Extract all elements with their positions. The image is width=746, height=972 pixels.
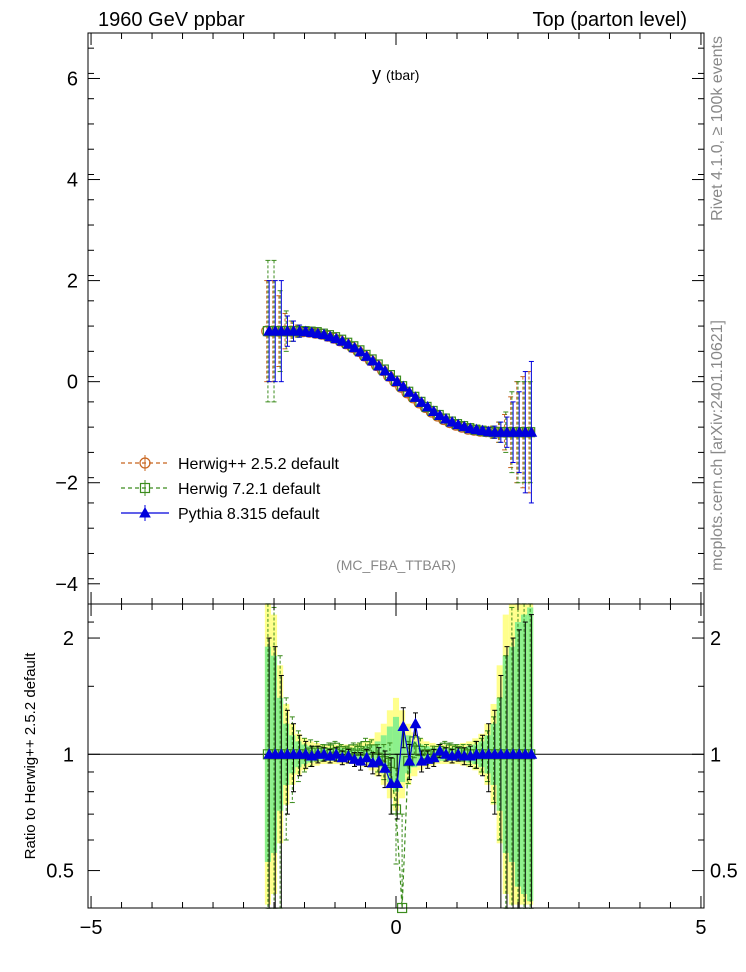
ratio-plot: −5 0 5 0.5 0.5 1 1 2 2 Ratio to Herwig++ 2.5.2 d… xyxy=(22,603,738,939)
ratio-point xyxy=(427,751,440,763)
main-y-tick-label: 0 xyxy=(67,372,78,394)
main-plot: −4 −2 0 2 4 6 y (tbar) (MC_FBA_TTBAR) Herwig+… xyxy=(55,32,705,605)
ratio-x-tick-label: 5 xyxy=(695,917,706,939)
legend-marker xyxy=(139,457,151,469)
ratio-point xyxy=(440,748,452,759)
main-series-square xyxy=(262,259,536,484)
main-y-tick-label: 2 xyxy=(67,271,78,293)
main-point xyxy=(360,350,373,361)
main-point xyxy=(409,391,422,402)
ratio-y-tick-label-right: 2 xyxy=(710,628,721,650)
header-right: Top (parton level) xyxy=(532,9,687,31)
main-point xyxy=(415,396,428,407)
legend: Herwig++ 2.5.2 default Herwig 7.2.1 defau… xyxy=(121,455,340,523)
main-point xyxy=(385,370,397,382)
ratio-series-triangle xyxy=(263,614,538,909)
main-point xyxy=(342,338,355,349)
main-point xyxy=(391,375,404,387)
ratio-y-tick-label-right: 1 xyxy=(710,744,721,766)
main-point xyxy=(458,420,471,432)
ratio-point xyxy=(299,748,312,759)
ratio-x-tick-label: 0 xyxy=(390,917,401,939)
main-point xyxy=(440,413,452,424)
legend-label: Herwig 7.2.1 default xyxy=(178,481,321,498)
analysis-tag: (MC_FBA_TTBAR) xyxy=(336,557,456,573)
ratio-point xyxy=(434,744,446,756)
main-point xyxy=(446,416,458,427)
ratio-point xyxy=(330,748,343,759)
main-point xyxy=(330,332,343,344)
ratio-y-tick-label-right: 0.5 xyxy=(710,861,738,883)
main-point xyxy=(348,341,361,353)
main-point xyxy=(421,400,434,412)
ratio-point xyxy=(318,748,330,759)
header-left: 1960 GeV ppbar xyxy=(98,9,245,31)
ratio-point xyxy=(391,777,404,789)
main-point xyxy=(318,328,330,340)
ratio-x-tick-label: −5 xyxy=(80,917,103,939)
ratio-point xyxy=(397,720,410,732)
main-point xyxy=(366,354,379,366)
ratio-point xyxy=(373,755,385,766)
ratio-point xyxy=(452,748,465,759)
main-point xyxy=(379,365,391,376)
main-title: y (tbar) xyxy=(372,64,419,84)
main-title-var: y xyxy=(372,64,381,84)
ratio-point xyxy=(342,749,355,761)
main-point xyxy=(525,426,538,437)
ratio-y-tick-label-left: 1 xyxy=(63,744,74,766)
ratio-y-tick-label-left: 2 xyxy=(63,628,74,650)
main-point xyxy=(403,386,416,397)
main-point xyxy=(336,335,349,346)
ratio-point xyxy=(403,755,416,766)
ratio-point xyxy=(360,741,371,752)
main-point xyxy=(324,330,336,342)
main-series-triangle xyxy=(263,280,538,504)
main-point xyxy=(397,380,410,392)
legend-label: Herwig++ 2.5.2 default xyxy=(178,456,340,473)
main-y-tick-label: 6 xyxy=(67,68,78,90)
main-y-tick-label: 4 xyxy=(67,170,78,192)
legend-marker xyxy=(139,482,151,494)
side-label-top: Rivet 4.1.0, ≥ 100k events xyxy=(709,36,726,221)
side-label-bottom: mcplots.cern.ch [arXiv:2401.10621] xyxy=(709,320,726,571)
ratio-ylabel: Ratio to Herwig++ 2.5.2 default xyxy=(22,652,39,860)
main-y-tick-label: −2 xyxy=(55,473,78,495)
legend-label: Pythia 8.315 default xyxy=(178,506,320,523)
ratio-point xyxy=(409,717,422,729)
main-y-tick-label: −4 xyxy=(55,574,78,596)
main-title-suffix: (tbar) xyxy=(386,67,419,83)
ratio-point xyxy=(360,751,373,763)
main-point xyxy=(373,359,385,371)
main-point xyxy=(354,345,367,357)
ratio-point xyxy=(379,762,391,773)
ratio-point xyxy=(525,748,538,759)
main-point xyxy=(427,405,440,416)
ratio-y-tick-label-left: 0.5 xyxy=(46,861,74,883)
main-point xyxy=(434,409,446,421)
ratio-point xyxy=(348,753,361,764)
main-point xyxy=(452,418,465,430)
legend-marker xyxy=(139,506,151,518)
